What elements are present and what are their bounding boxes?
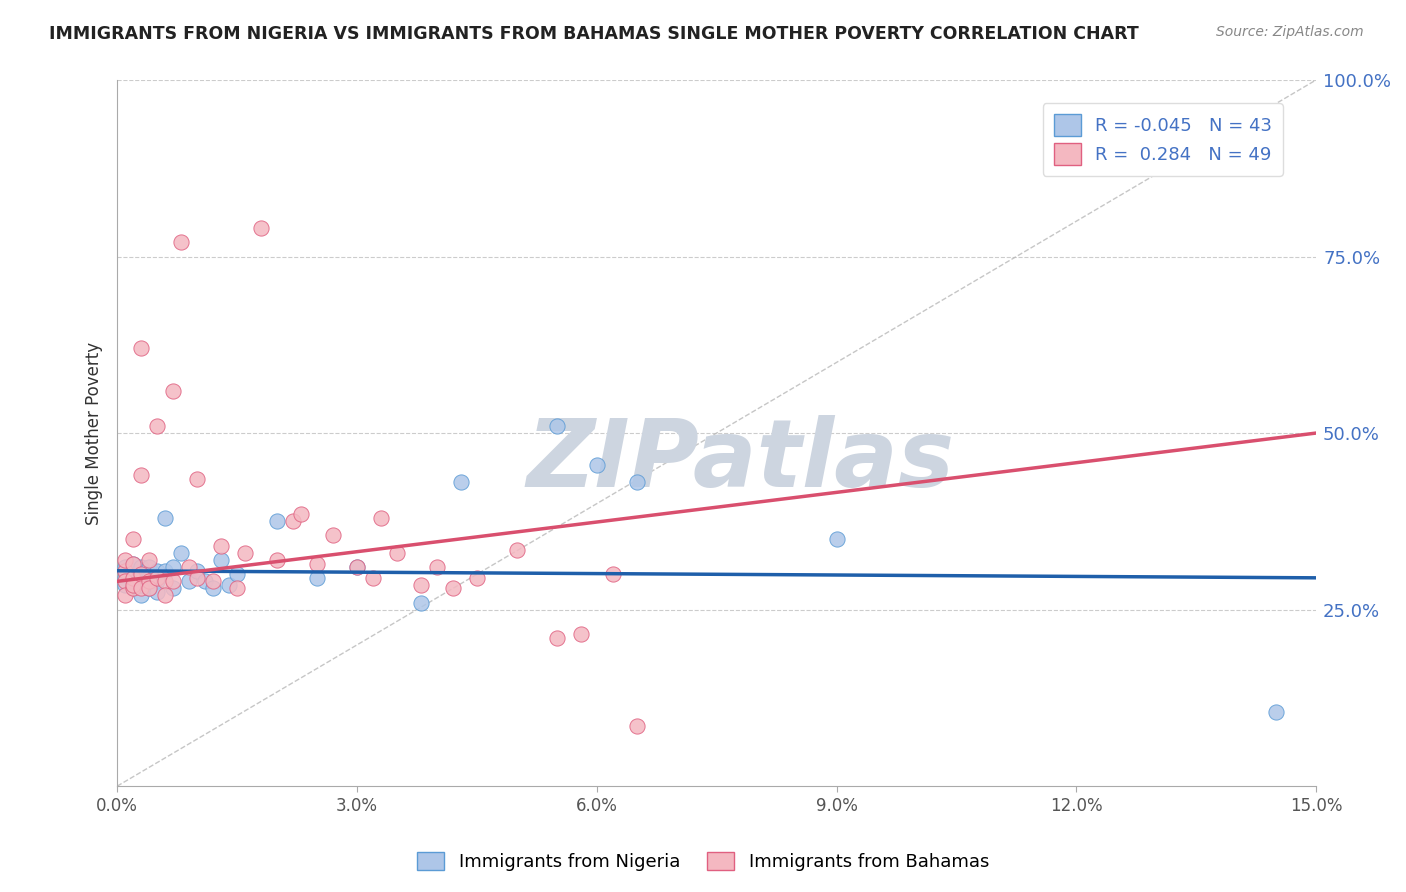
Point	[114, 560, 136, 574]
Point	[1265, 705, 1288, 719]
Point	[170, 235, 193, 250]
Point	[162, 582, 184, 596]
Point	[546, 419, 568, 434]
Point	[146, 419, 169, 434]
Point	[266, 514, 288, 528]
Point	[226, 567, 249, 582]
Point	[465, 571, 488, 585]
Point	[129, 589, 152, 603]
Point	[290, 508, 312, 522]
Point	[218, 578, 240, 592]
Point	[129, 560, 152, 574]
Point	[114, 564, 136, 578]
Point	[114, 564, 136, 578]
Point	[441, 582, 464, 596]
Point	[153, 574, 176, 589]
Point	[129, 582, 152, 596]
Point	[122, 571, 145, 585]
Point	[114, 578, 136, 592]
Point	[585, 458, 607, 472]
Point	[346, 560, 368, 574]
Point	[506, 542, 529, 557]
Point	[361, 571, 384, 585]
Point	[138, 582, 160, 596]
Point	[266, 553, 288, 567]
Point	[129, 567, 152, 582]
Point	[114, 574, 136, 589]
Legend: Immigrants from Nigeria, Immigrants from Bahamas: Immigrants from Nigeria, Immigrants from…	[409, 845, 997, 879]
Point	[346, 560, 368, 574]
Point	[186, 472, 208, 486]
Point	[170, 546, 193, 560]
Point	[122, 582, 145, 596]
Point	[122, 557, 145, 571]
Point	[281, 514, 304, 528]
Point	[162, 574, 184, 589]
Point	[162, 384, 184, 398]
Point	[122, 557, 145, 571]
Point	[305, 571, 328, 585]
Point	[322, 528, 344, 542]
Point	[209, 553, 232, 567]
Point	[122, 582, 145, 596]
Point	[153, 589, 176, 603]
Point	[122, 564, 145, 578]
Point	[426, 560, 449, 574]
Point	[202, 574, 225, 589]
Point	[153, 564, 176, 578]
Point	[129, 578, 152, 592]
Point	[129, 567, 152, 582]
Point	[122, 578, 145, 592]
Point	[370, 510, 392, 524]
Point	[385, 546, 408, 560]
Point	[138, 553, 160, 567]
Point	[138, 582, 160, 596]
Point	[179, 574, 201, 589]
Point	[305, 557, 328, 571]
Point	[450, 475, 472, 490]
Point	[146, 574, 169, 589]
Point	[153, 510, 176, 524]
Point	[409, 595, 432, 609]
Point	[122, 532, 145, 546]
Point	[146, 564, 169, 578]
Point	[626, 719, 648, 733]
Point	[179, 560, 201, 574]
Point	[186, 564, 208, 578]
Point	[233, 546, 256, 560]
Point	[162, 560, 184, 574]
Point	[186, 571, 208, 585]
Point	[409, 578, 432, 592]
Point	[146, 571, 169, 585]
Point	[209, 539, 232, 553]
Point	[122, 571, 145, 585]
Point	[114, 589, 136, 603]
Point	[569, 627, 592, 641]
Point	[114, 553, 136, 567]
Point	[114, 571, 136, 585]
Point	[194, 574, 217, 589]
Point	[226, 582, 249, 596]
Point	[129, 468, 152, 483]
Point	[138, 571, 160, 585]
Point	[129, 574, 152, 589]
Text: Source: ZipAtlas.com: Source: ZipAtlas.com	[1216, 25, 1364, 39]
Text: ZIPatlas: ZIPatlas	[526, 416, 955, 508]
Point	[626, 475, 648, 490]
Point	[825, 532, 848, 546]
Legend: R = -0.045   N = 43, R =  0.284   N = 49: R = -0.045 N = 43, R = 0.284 N = 49	[1043, 103, 1284, 176]
Point	[546, 631, 568, 645]
Point	[146, 585, 169, 599]
Text: IMMIGRANTS FROM NIGERIA VS IMMIGRANTS FROM BAHAMAS SINGLE MOTHER POVERTY CORRELA: IMMIGRANTS FROM NIGERIA VS IMMIGRANTS FR…	[49, 25, 1139, 43]
Point	[138, 567, 160, 582]
Point	[602, 567, 624, 582]
Point	[138, 574, 160, 589]
Point	[202, 582, 225, 596]
Y-axis label: Single Mother Poverty: Single Mother Poverty	[86, 342, 103, 524]
Point	[122, 574, 145, 589]
Point	[138, 560, 160, 574]
Point	[250, 221, 273, 235]
Point	[129, 341, 152, 355]
